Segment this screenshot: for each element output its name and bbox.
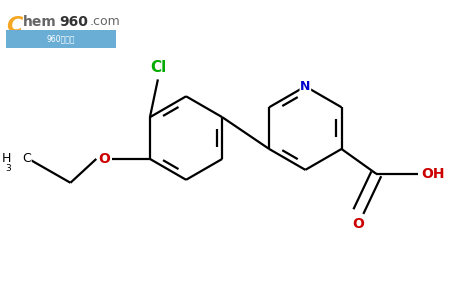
Text: O: O	[353, 217, 365, 231]
Text: 960: 960	[59, 15, 88, 29]
FancyBboxPatch shape	[6, 30, 116, 48]
Text: OH: OH	[421, 167, 445, 181]
Text: O: O	[98, 152, 110, 166]
Text: hem: hem	[23, 15, 57, 29]
Text: N: N	[300, 80, 310, 93]
Text: .com: .com	[90, 15, 120, 28]
Text: 960化工网: 960化工网	[46, 35, 75, 44]
Text: H: H	[1, 152, 11, 166]
Text: C: C	[6, 16, 23, 36]
Text: Cl: Cl	[150, 60, 166, 75]
Text: 3: 3	[5, 164, 11, 173]
Text: C: C	[22, 152, 31, 166]
